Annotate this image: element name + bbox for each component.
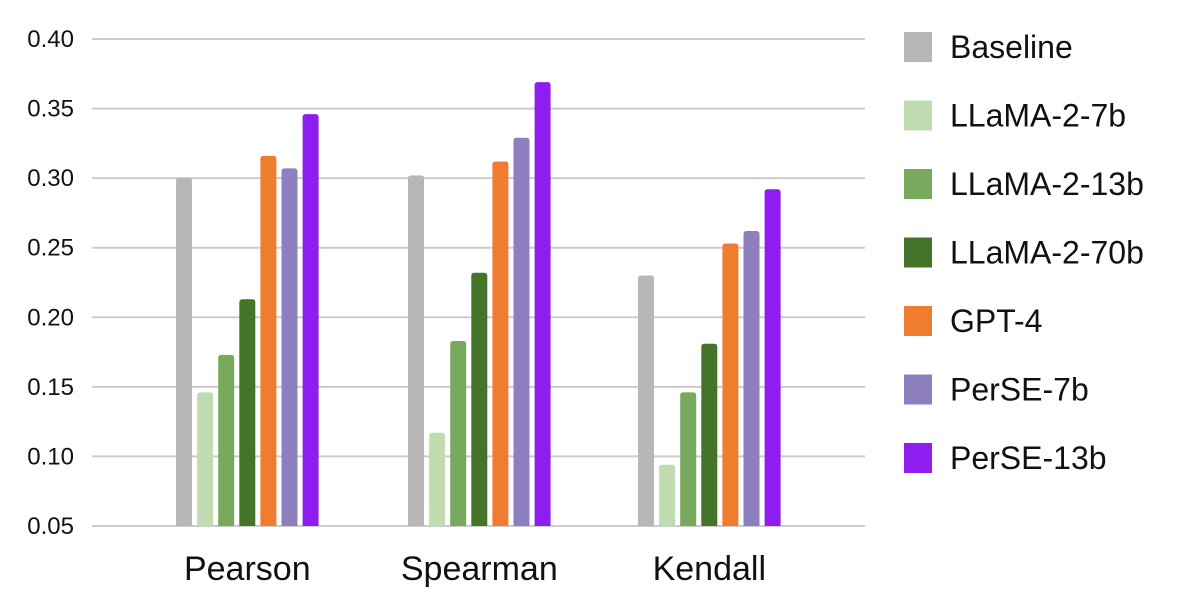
bar-gpt-4-spearman [492,161,509,526]
legend-swatch [904,100,932,131]
legend-label: Baseline [950,29,1073,65]
x-category-label: Pearson [184,550,311,588]
bar-llama-2-13b-spearman [450,340,467,526]
bar-baseline-spearman [408,175,424,527]
bars [176,82,781,527]
bar-perse-7b-spearman [513,137,530,526]
legend-label: PerSE-7b [950,372,1089,408]
legend-label: LLaMA-2-70b [950,235,1144,271]
y-tick-label: 0.30 [27,165,74,192]
x-category-label: Spearman [401,550,558,588]
y-axis-ticks: 0.40 0.35 0.30 0.25 0.20 0.15 0.10 0.05 [27,26,74,540]
legend-label: LLaMA-2-13b [950,166,1144,202]
bar-llama-2-7b-pearson [197,392,214,526]
legend-label: LLaMA-2-7b [950,98,1126,134]
legend-item: LLaMA-2-7b [904,98,1126,134]
bar-llama-2-70b-spearman [471,272,488,526]
y-tick-label: 0.15 [27,374,74,401]
legend-label: GPT-4 [950,303,1042,339]
bar-llama-2-7b-spearman [429,432,446,526]
bar-llama-2-70b-kendall [701,343,718,526]
x-category-label: Kendall [653,550,766,588]
x-axis-categories: Pearson Spearman Kendall [184,550,766,588]
legend-item: LLaMA-2-13b [904,166,1144,202]
bar-perse-13b-kendall [764,189,781,526]
bar-gpt-4-kendall [722,243,739,527]
bar-perse-7b-kendall [743,231,760,526]
legend-swatch [904,169,932,199]
bar-llama-2-13b-pearson [218,354,235,526]
legend-item: PerSE-13b [904,440,1107,476]
bar-llama-2-13b-kendall [680,392,697,526]
legend-item: PerSE-7b [904,372,1089,408]
legend-item: LLaMA-2-70b [904,235,1144,271]
y-tick-label: 0.05 [27,513,74,540]
legend-swatch [904,443,932,473]
bar-perse-13b-spearman [534,82,551,527]
bar-perse-7b-pearson [281,168,298,526]
legend: Baseline LLaMA-2-7b LLaMA-2-13b LLaMA-2-70b… [904,29,1144,476]
y-tick-label: 0.25 [27,235,74,262]
legend-swatch [904,306,932,336]
bar-llama-2-7b-kendall [659,464,676,526]
legend-swatch [904,374,932,405]
bar-llama-2-70b-pearson [239,299,256,526]
legend-swatch [904,237,932,268]
y-tick-label: 0.10 [27,443,74,470]
y-tick-label: 0.20 [27,304,74,331]
y-tick-label: 0.35 [27,96,74,123]
legend-swatch [904,32,932,62]
bar-gpt-4-pearson [260,155,277,526]
legend-label: PerSE-13b [950,440,1107,476]
legend-item: GPT-4 [904,303,1042,339]
y-tick-label: 0.40 [27,26,74,53]
bar-baseline-pearson [176,178,192,526]
legend-item: Baseline [904,29,1073,65]
bar-perse-13b-pearson [302,114,319,526]
bar-baseline-kendall [638,275,654,526]
